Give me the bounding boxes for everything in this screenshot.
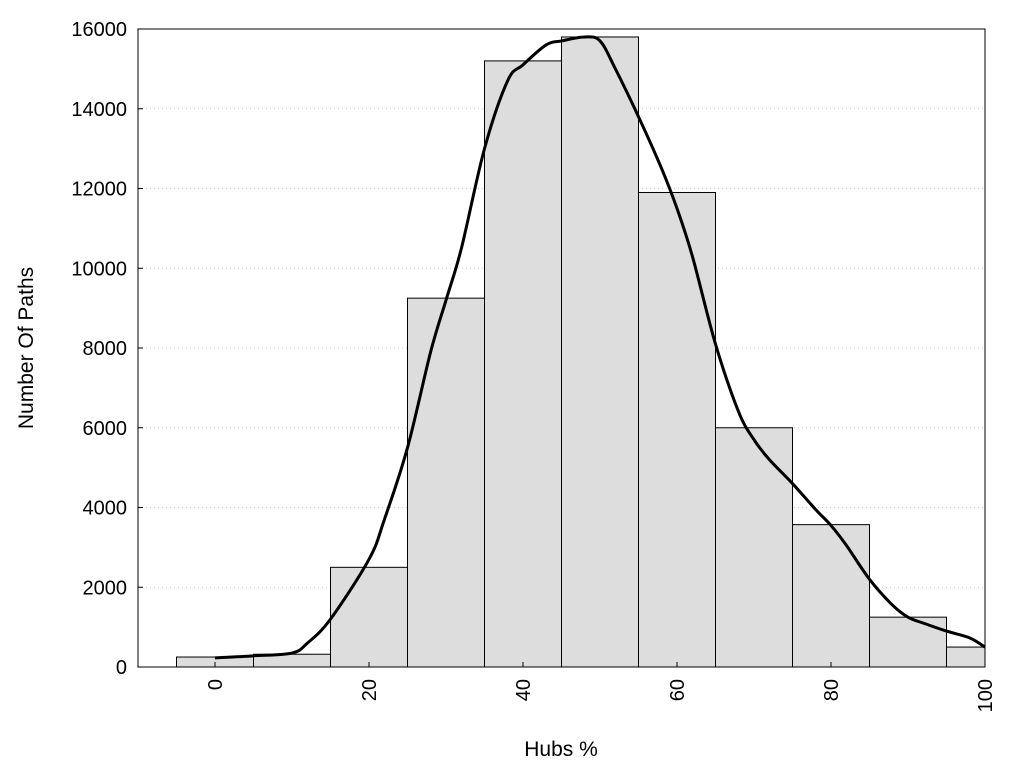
histogram-bar <box>484 60 562 668</box>
histogram-bar <box>869 616 947 668</box>
y-tick-label: 12000 <box>71 179 127 201</box>
y-tick-label: 6000 <box>83 418 128 440</box>
histogram-bar <box>946 646 986 668</box>
x-axis-title: Hubs % <box>524 738 598 761</box>
y-tick-label: 4000 <box>83 498 128 520</box>
x-axis-ticks: 0 20 40 60 80 100 <box>205 662 997 712</box>
histogram-bar <box>330 566 408 668</box>
y-axis-title: Number Of Paths <box>15 267 38 429</box>
y-tick-label: 2000 <box>83 577 128 599</box>
y-tick-label: 16000 <box>71 19 127 41</box>
density-curve <box>214 35 986 660</box>
y-tick-label: 0 <box>116 657 127 679</box>
y-tick-label: 10000 <box>71 258 127 280</box>
histogram-bars <box>176 36 986 668</box>
y-axis-ticks: 0 2000 4000 6000 8000 10000 12000 14000 16000 <box>71 19 143 679</box>
y-tick-label: 8000 <box>83 338 128 360</box>
x-tick-label: 40 <box>513 679 535 701</box>
histogram-bar <box>407 297 485 668</box>
x-tick-label: 60 <box>667 679 689 701</box>
x-tick-label: 0 <box>205 679 227 690</box>
x-tick-label: 100 <box>975 679 997 712</box>
histogram-bar <box>792 524 870 668</box>
density-curve-line <box>214 35 986 660</box>
y-tick-label: 14000 <box>71 99 127 121</box>
histogram-bar <box>638 191 716 668</box>
x-tick-label: 80 <box>821 679 843 701</box>
histogram-bar <box>561 36 639 668</box>
x-tick-label: 20 <box>359 679 381 701</box>
histogram-bar <box>715 427 793 668</box>
